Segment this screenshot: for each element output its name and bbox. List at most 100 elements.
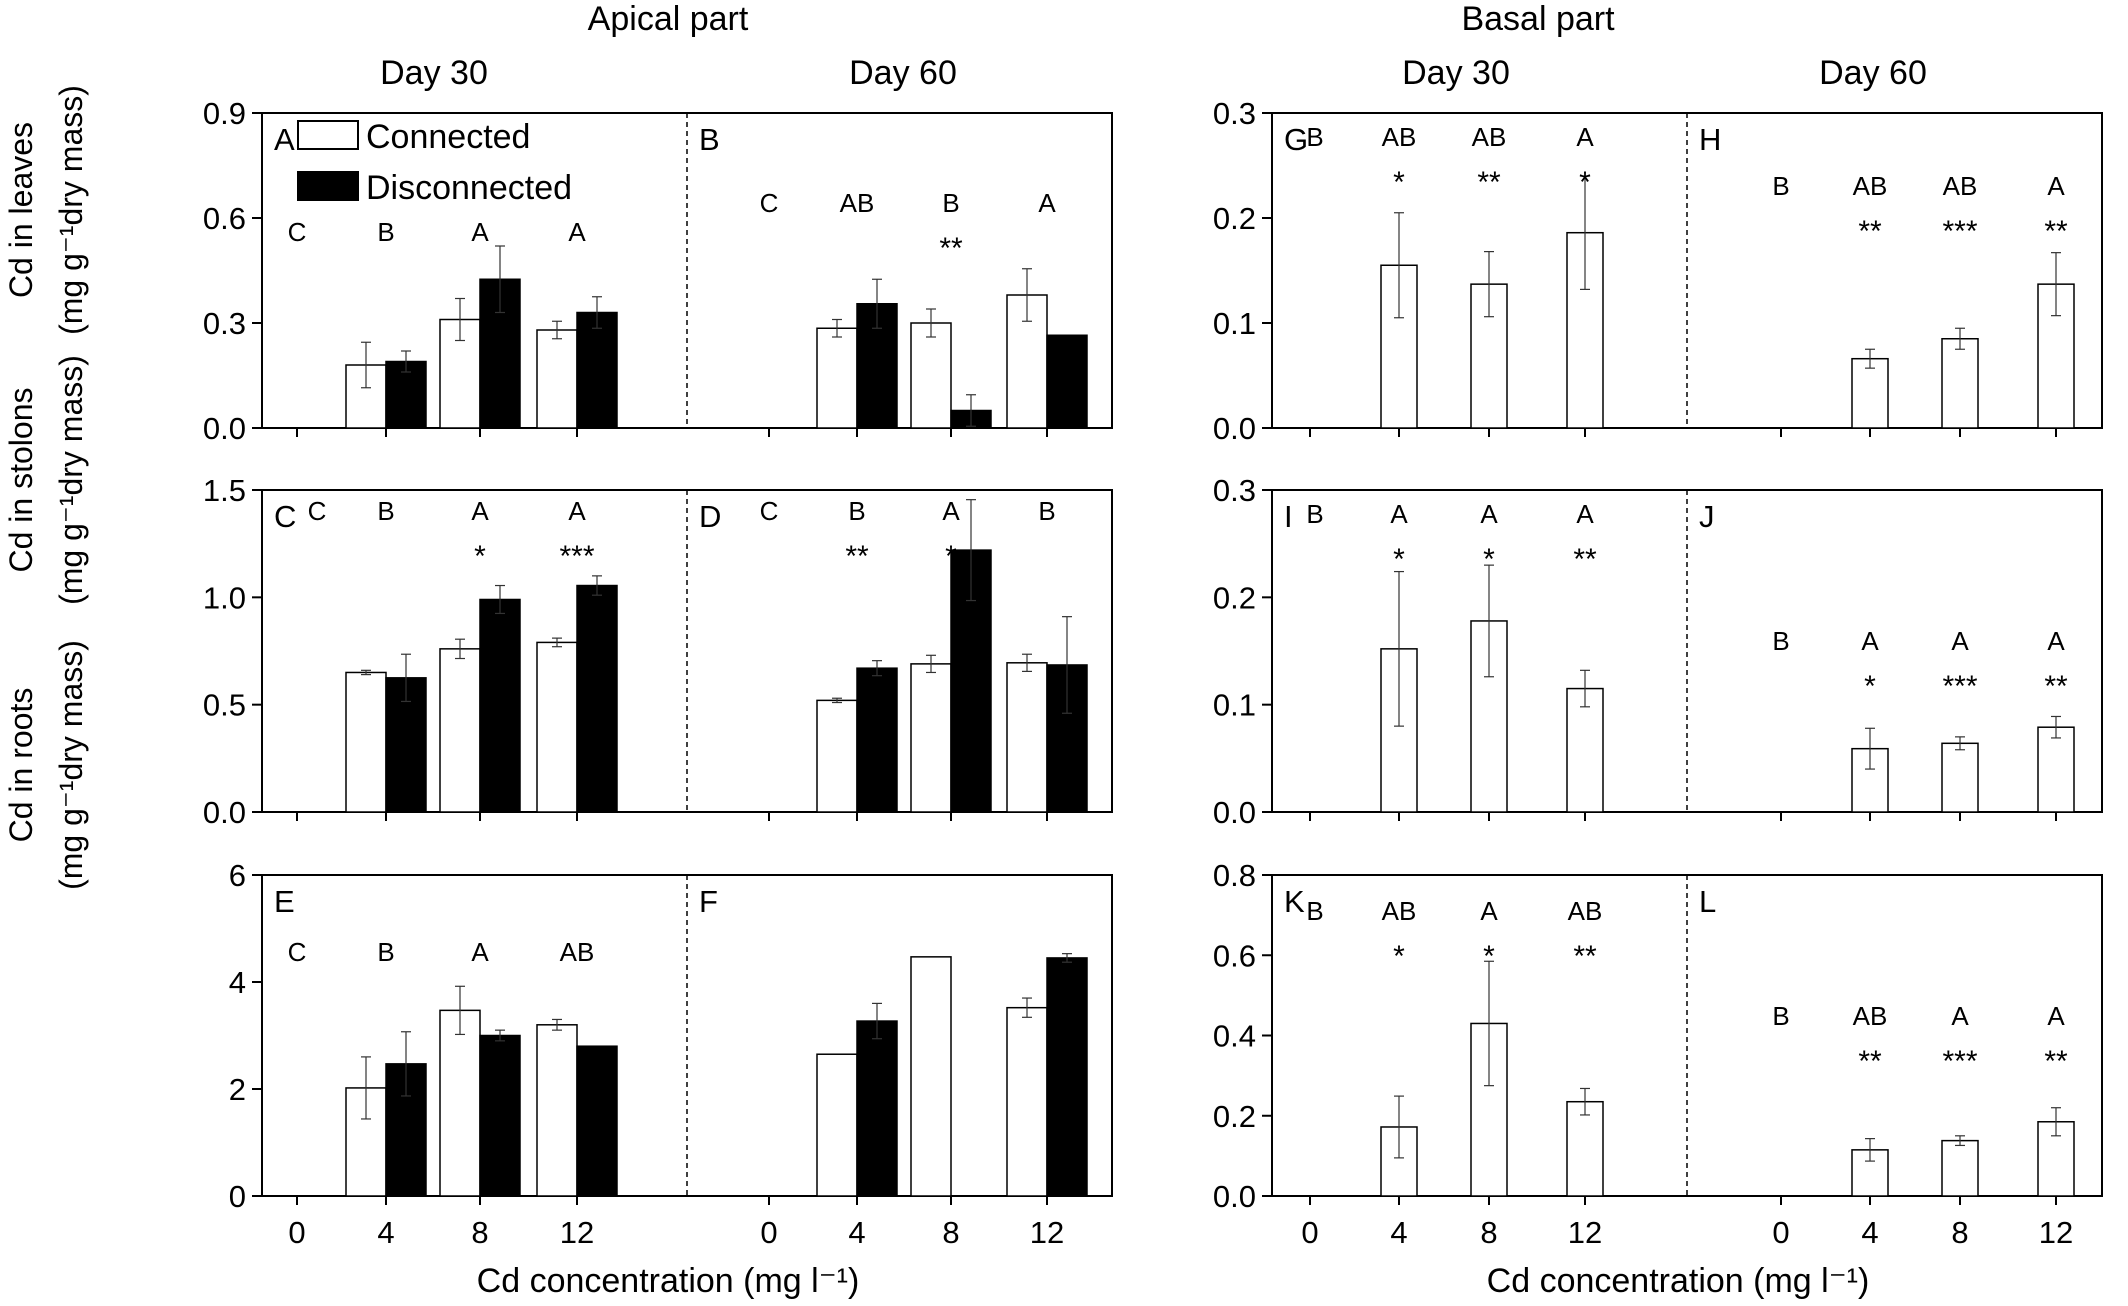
significance-stars: * <box>1393 543 1405 576</box>
significance-letter: A <box>1480 896 1498 926</box>
bar-connected <box>536 329 578 429</box>
significance-letter: A <box>1951 626 1969 656</box>
significance-letter: AB <box>1853 1001 1888 1031</box>
significance-stars: ** <box>2044 670 2068 703</box>
bar-connected <box>1006 662 1048 813</box>
x-tick-label: 8 <box>1480 1215 1497 1250</box>
legend-swatch-disconnected <box>297 171 359 201</box>
significance-letter: A <box>568 496 586 526</box>
bar-disconnected <box>856 667 898 813</box>
panel-letter-B: B <box>699 122 720 157</box>
ylabel-leaves-main: Cd in leaves <box>3 122 39 298</box>
significance-stars: * <box>1483 940 1495 973</box>
panel-letter-F: F <box>699 884 718 919</box>
y-tick-label: 0.5 <box>203 688 246 723</box>
significance-letter: A <box>1576 499 1594 529</box>
y-tick-label: 0.0 <box>203 795 246 830</box>
panel-letter-A: A <box>274 122 295 157</box>
y-tick-label: 0.1 <box>1213 306 1256 341</box>
significance-stars: ** <box>845 540 869 573</box>
significance-stars: ** <box>1573 940 1597 973</box>
legend-label-disconnected: Disconnected <box>366 169 572 207</box>
chart-basal-part-stolons: 0.00.10.20.3I B A A A* * **JB A A A* *** ** <box>1213 473 2103 830</box>
significance-letter: AB <box>1568 896 1603 926</box>
panel-letter-J: J <box>1699 499 1715 534</box>
significance-letter: B <box>1038 496 1055 526</box>
header-basal-day30: Day 30 <box>1402 54 1510 92</box>
significance-letter: A <box>2047 1001 2065 1031</box>
x-tick-label: 0 <box>760 1215 777 1250</box>
y-tick-label: 0.6 <box>1213 938 1256 973</box>
legend: Connected Disconnected <box>297 118 572 207</box>
significance-letter: A <box>2047 626 2065 656</box>
y-tick-label: 0.2 <box>1213 580 1256 615</box>
panel-letter-G: G <box>1284 122 1308 157</box>
x-tick-label: 12 <box>560 1215 594 1250</box>
bar-connected <box>910 663 952 813</box>
significance-letter: C <box>760 188 779 218</box>
significance-letter: B <box>942 188 959 218</box>
bar-connected <box>536 1024 578 1197</box>
x-tick-label: 4 <box>1861 1215 1878 1250</box>
significance-letter: B <box>1306 499 1323 529</box>
significance-letter: B <box>1306 896 1323 926</box>
ylabel-stolons-main: Cd in stolons <box>3 388 39 573</box>
significance-stars: *** <box>1942 215 1977 248</box>
chart-basal-part-roots: 0.00.20.40.60.8K0 4 8 12B AB A AB* * **L0 4 8 12B AB… <box>1213 858 2103 1250</box>
bar-connected <box>345 671 387 813</box>
significance-letter: A <box>2047 171 2065 201</box>
significance-letter: A <box>942 496 960 526</box>
significance-letter: A <box>471 496 489 526</box>
significance-stars: ** <box>1573 543 1597 576</box>
y-tick-label: 0.4 <box>1213 1019 1256 1054</box>
bar-disconnected <box>576 311 618 429</box>
chart-apical-part-stolons: 0.00.51.01.5C C B A A* ***D C B A B** * <box>203 473 1113 830</box>
significance-letter: B <box>377 937 394 967</box>
header-apical-day60: Day 60 <box>849 54 957 92</box>
significance-stars: *** <box>1942 670 1977 703</box>
y-tick-label: 0.3 <box>203 306 246 341</box>
bar-disconnected <box>856 1020 898 1197</box>
significance-letter: AB <box>1472 122 1507 152</box>
significance-letter: A <box>1038 188 1056 218</box>
header-basal-day60: Day 60 <box>1819 54 1927 92</box>
x-tick-label: 4 <box>377 1215 394 1250</box>
bar-disconnected <box>576 1045 618 1197</box>
bar-connected <box>1941 742 1979 813</box>
significance-stars: ** <box>2044 215 2068 248</box>
panel-letter-I: I <box>1284 499 1293 534</box>
xlabel-apical: Cd concentration (mg l⁻¹) <box>477 1262 860 1300</box>
x-tick-label: 4 <box>848 1215 865 1250</box>
panel-letter-K: K <box>1284 884 1305 919</box>
significance-letter: B <box>377 217 394 247</box>
significance-letter: A <box>471 937 489 967</box>
significance-letter: B <box>1772 171 1789 201</box>
bar-connected <box>1006 1006 1048 1197</box>
y-tick-label: 0.0 <box>1213 411 1256 446</box>
bar-connected <box>816 1053 858 1197</box>
bar-connected <box>536 641 578 813</box>
significance-stars: *** <box>1942 1045 1977 1078</box>
significance-letter: A <box>1390 499 1408 529</box>
x-tick-label: 0 <box>288 1215 305 1250</box>
legend-label-connected: Connected <box>366 118 530 156</box>
ylabel-leaves-unit: (mg g⁻¹dry mass) <box>53 85 89 335</box>
y-tick-label: 0.3 <box>1213 96 1256 131</box>
y-tick-label: 0.9 <box>203 96 246 131</box>
bar-disconnected <box>1046 957 1088 1197</box>
y-tick-label: 4 <box>229 965 246 1000</box>
bar-connected <box>816 699 858 813</box>
significance-letter: AB <box>840 188 875 218</box>
y-tick-label: 0.1 <box>1213 688 1256 723</box>
y-tick-label: 0.0 <box>1213 1179 1256 1214</box>
x-tick-label: 8 <box>1951 1215 1968 1250</box>
x-tick-label: 8 <box>471 1215 488 1250</box>
charts: 0.00.30.60.9AC B A ABC AB B A**0.00.51.01.5C C B… <box>203 96 2103 1250</box>
bar-connected <box>439 648 481 813</box>
xlabel-basal: Cd concentration (mg l⁻¹) <box>1487 1262 1870 1300</box>
y-tick-label: 6 <box>229 858 246 893</box>
y-tick-label: 0 <box>229 1179 246 1214</box>
chart-apical-part-roots: 0 2 4 6E 0 4 8 12 C B A AB F 0 4 8 12 <box>229 858 1113 1250</box>
x-tick-label: 12 <box>1030 1215 1064 1250</box>
